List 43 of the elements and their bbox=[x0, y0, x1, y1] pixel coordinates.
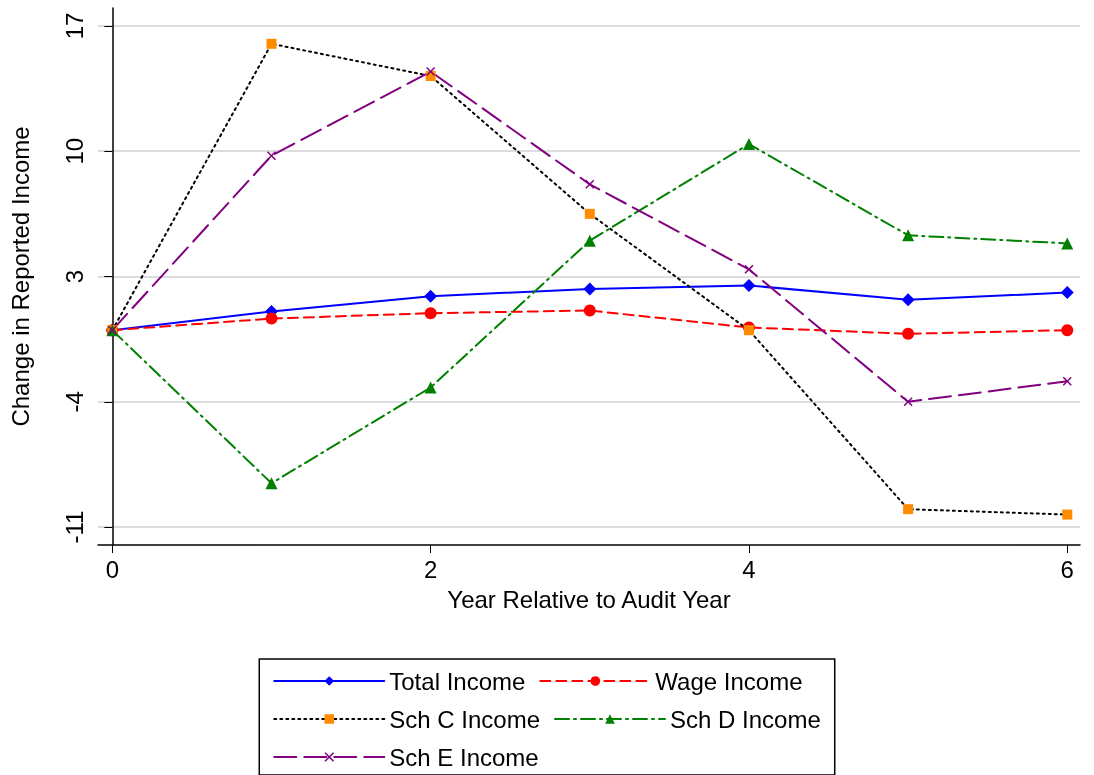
point bbox=[585, 179, 595, 189]
point bbox=[583, 282, 597, 296]
x-tick-label: 6 bbox=[1060, 555, 1074, 583]
legend-label: Sch C Income bbox=[389, 705, 541, 733]
legend-label: Sch D Income bbox=[670, 705, 821, 733]
point bbox=[1062, 376, 1072, 386]
legend-label: Sch E Income bbox=[389, 743, 539, 771]
point bbox=[743, 325, 754, 336]
point bbox=[902, 229, 915, 242]
x-axis-title: Year Relative to Audit Year bbox=[447, 585, 731, 613]
point bbox=[902, 327, 915, 340]
point bbox=[266, 151, 276, 161]
legend-label: Total Income bbox=[389, 667, 526, 695]
y-tick-label: -11 bbox=[60, 510, 88, 544]
y-tick-label: 3 bbox=[60, 269, 88, 284]
point bbox=[583, 234, 596, 247]
y-tick-label: 17 bbox=[60, 12, 88, 40]
x-tick-label: 2 bbox=[423, 555, 438, 583]
point bbox=[744, 264, 754, 274]
point bbox=[266, 38, 277, 49]
point bbox=[424, 289, 438, 303]
point bbox=[426, 67, 436, 77]
point bbox=[584, 208, 595, 219]
point bbox=[424, 381, 437, 394]
point bbox=[1061, 237, 1074, 250]
point bbox=[265, 312, 278, 325]
point bbox=[1061, 324, 1074, 337]
point bbox=[583, 304, 596, 317]
legend-label: Wage Income bbox=[655, 667, 803, 695]
point bbox=[901, 293, 915, 307]
point bbox=[903, 397, 913, 407]
y-axis-title: Change in Reported Income bbox=[6, 126, 34, 427]
point bbox=[265, 477, 278, 490]
x-tick-label: 0 bbox=[105, 555, 119, 583]
x-tick-label: 4 bbox=[742, 555, 756, 583]
point bbox=[1060, 286, 1074, 300]
y-tick-label: -4 bbox=[60, 391, 88, 413]
point bbox=[903, 504, 914, 515]
point bbox=[742, 278, 756, 292]
point bbox=[424, 307, 437, 320]
point bbox=[1062, 509, 1073, 520]
y-tick-label: 10 bbox=[60, 137, 88, 165]
point bbox=[742, 138, 755, 151]
